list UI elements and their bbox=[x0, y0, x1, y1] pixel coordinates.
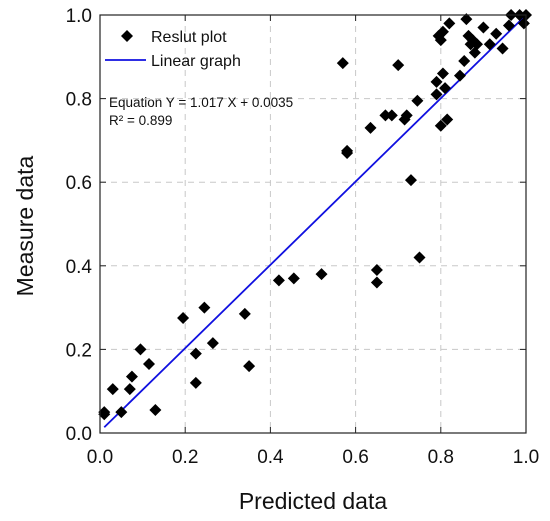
y-tick-label: 1.0 bbox=[66, 6, 92, 27]
legend-diamond-marker bbox=[121, 30, 133, 42]
y-axis-title: Measure data bbox=[12, 155, 38, 296]
data-point bbox=[471, 38, 484, 51]
data-point bbox=[206, 337, 219, 350]
y-tick-label: 0.6 bbox=[66, 173, 92, 194]
data-point bbox=[441, 113, 454, 126]
data-point bbox=[392, 59, 405, 72]
data-point bbox=[483, 38, 496, 51]
data-point bbox=[468, 46, 481, 59]
data-point bbox=[189, 376, 202, 389]
axis-ticks: 0.0 0.2 0.4 0.6 0.8 1.0 0.0 0.2 0.4 0.6 0.8 1.0 bbox=[66, 6, 540, 468]
data-point bbox=[379, 109, 392, 122]
data-point bbox=[98, 408, 111, 421]
plot-frame bbox=[99, 14, 527, 434]
grid bbox=[100, 15, 526, 433]
data-point bbox=[125, 370, 138, 383]
data-point bbox=[123, 383, 136, 396]
data-point bbox=[517, 17, 530, 30]
data-point bbox=[490, 27, 503, 40]
data-point bbox=[115, 406, 128, 419]
legend-label-linear-graph: Linear graph bbox=[151, 53, 241, 70]
data-point bbox=[287, 272, 300, 285]
data-point bbox=[341, 146, 354, 159]
x-tick-label: 1.0 bbox=[513, 447, 539, 468]
x-tick-label: 0.6 bbox=[342, 447, 368, 468]
data-point bbox=[198, 301, 211, 314]
data-point bbox=[434, 34, 447, 47]
scatter-points bbox=[98, 9, 532, 421]
data-point bbox=[430, 88, 443, 101]
y-tick-label: 0.2 bbox=[66, 340, 92, 361]
data-point bbox=[453, 69, 466, 82]
data-point bbox=[436, 25, 449, 38]
equation-annotation: Equation Y = 1.017 X + 0.0035 bbox=[109, 95, 293, 110]
y-tick-label: 0.8 bbox=[66, 90, 92, 111]
legend-label-reslut-plot: Reslut plot bbox=[151, 29, 227, 46]
x-tick-label: 0.4 bbox=[257, 447, 284, 468]
data-point bbox=[189, 347, 202, 360]
x-tick-label: 0.2 bbox=[172, 447, 198, 468]
x-axis-title: Predicted data bbox=[239, 488, 388, 514]
data-point bbox=[436, 67, 449, 80]
data-point bbox=[502, 19, 515, 32]
legend: Reslut plot Linear graph bbox=[105, 29, 241, 70]
fit-line bbox=[103, 14, 527, 428]
data-point bbox=[443, 17, 456, 30]
data-point bbox=[238, 307, 251, 320]
data-point bbox=[336, 57, 349, 70]
data-point bbox=[243, 360, 256, 373]
data-point bbox=[496, 42, 509, 55]
data-point bbox=[142, 358, 155, 371]
data-point bbox=[315, 268, 328, 281]
data-point bbox=[106, 383, 119, 396]
data-point bbox=[411, 94, 424, 107]
y-tick-label: 0.4 bbox=[66, 257, 93, 278]
x-tick-label: 0.8 bbox=[428, 447, 454, 468]
data-point bbox=[430, 75, 443, 88]
data-point bbox=[177, 312, 190, 325]
data-point bbox=[404, 174, 417, 187]
data-point bbox=[370, 276, 383, 289]
r-squared-annotation: R² = 0.899 bbox=[109, 113, 172, 128]
data-point bbox=[400, 109, 413, 122]
data-point bbox=[458, 54, 471, 67]
data-point bbox=[149, 404, 162, 417]
data-point bbox=[272, 274, 285, 287]
data-point bbox=[434, 119, 447, 132]
x-tick-label: 0.0 bbox=[87, 447, 113, 468]
data-point bbox=[134, 343, 147, 356]
data-point bbox=[477, 21, 490, 34]
fit-line-group bbox=[103, 14, 527, 428]
data-point bbox=[439, 82, 452, 95]
data-point bbox=[364, 121, 377, 134]
data-point bbox=[460, 13, 473, 26]
data-point bbox=[413, 251, 426, 264]
data-point bbox=[385, 109, 398, 122]
data-point bbox=[370, 263, 383, 276]
y-tick-label: 0.0 bbox=[66, 424, 92, 445]
